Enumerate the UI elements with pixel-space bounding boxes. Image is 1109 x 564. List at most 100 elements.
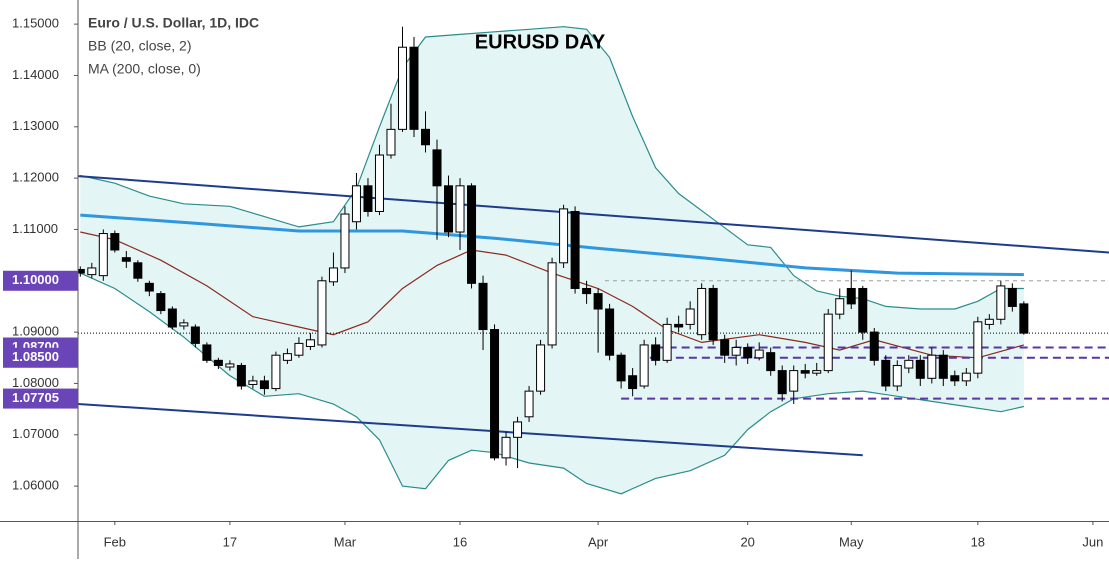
candle-body bbox=[846, 287, 856, 305]
candle-body bbox=[213, 359, 223, 366]
x-tick-label: 17 bbox=[223, 534, 237, 549]
candle-body bbox=[777, 370, 787, 395]
candle-body bbox=[282, 353, 292, 361]
y-tick-label: 1.14000 bbox=[12, 67, 59, 82]
candle-body bbox=[858, 287, 868, 333]
candle-body bbox=[628, 375, 638, 390]
candle-body bbox=[616, 354, 626, 382]
candle-body bbox=[202, 344, 212, 361]
candle-body bbox=[110, 233, 120, 251]
candle-body bbox=[582, 287, 592, 295]
symbol-label: Euro / U.S. Dollar, 1D, IDC bbox=[88, 15, 259, 31]
candle-body bbox=[179, 322, 189, 327]
candle-body bbox=[743, 347, 753, 359]
x-tick-label: 18 bbox=[971, 534, 985, 549]
candle-body bbox=[823, 313, 833, 372]
level-label: 1.10000 bbox=[12, 272, 59, 287]
candle-body bbox=[259, 380, 269, 390]
candle-body bbox=[294, 342, 304, 356]
candle-body bbox=[892, 364, 902, 387]
candle-body bbox=[720, 339, 730, 356]
trend-line bbox=[78, 402, 863, 457]
x-tick-label: Mar bbox=[334, 534, 357, 549]
x-tick-label: Apr bbox=[588, 534, 609, 549]
candle-body bbox=[835, 298, 845, 315]
candle-body bbox=[444, 185, 454, 233]
candle-body bbox=[340, 213, 350, 269]
y-tick-label: 1.06000 bbox=[12, 478, 59, 493]
candle-body bbox=[996, 285, 1006, 320]
candle-body bbox=[869, 331, 879, 361]
chart-title: EURUSD DAY bbox=[475, 31, 606, 53]
candle-body bbox=[87, 267, 97, 276]
candle-body bbox=[536, 344, 546, 392]
candle-body bbox=[984, 318, 994, 325]
candle-body bbox=[271, 354, 281, 390]
candle-body bbox=[513, 421, 523, 438]
indicator-label: MA (200, close, 0) bbox=[88, 61, 201, 77]
candle-body bbox=[421, 128, 431, 146]
candle-body bbox=[236, 364, 246, 387]
y-tick-label: 1.09000 bbox=[12, 324, 59, 339]
candle-body bbox=[432, 149, 442, 187]
candle-body bbox=[374, 154, 384, 212]
candle-body bbox=[685, 308, 695, 325]
candle-body bbox=[225, 363, 235, 368]
candle-body bbox=[467, 185, 477, 284]
level-label: 1.07705 bbox=[12, 390, 59, 405]
candle-body bbox=[904, 359, 914, 369]
y-tick-label: 1.11000 bbox=[12, 221, 58, 236]
candle-body bbox=[708, 287, 718, 341]
candle-body bbox=[1007, 287, 1017, 307]
candle-body bbox=[547, 262, 557, 346]
level-box bbox=[3, 347, 78, 368]
candle-body bbox=[950, 375, 960, 382]
plot-area bbox=[78, 26, 1109, 495]
candle-body bbox=[961, 372, 971, 382]
candle-body bbox=[605, 308, 615, 356]
x-tick-label: Jun bbox=[1082, 534, 1103, 549]
candle-body bbox=[121, 257, 131, 262]
candle-body bbox=[351, 185, 361, 223]
candle-body bbox=[478, 282, 488, 331]
candle-body bbox=[133, 262, 143, 279]
level-box bbox=[3, 270, 78, 291]
x-tick-label: 16 bbox=[453, 534, 467, 549]
candle-body bbox=[328, 267, 338, 283]
candle-body bbox=[248, 380, 258, 385]
candle-body bbox=[409, 46, 419, 130]
candle-body bbox=[927, 354, 937, 379]
indicator-label: BB (20, close, 2) bbox=[88, 38, 192, 54]
candle-body bbox=[167, 308, 177, 328]
y-tick-label: 1.13000 bbox=[12, 118, 59, 133]
candle-body bbox=[881, 359, 891, 387]
candle-body bbox=[754, 349, 764, 359]
candle-body bbox=[789, 370, 799, 392]
candle-body bbox=[593, 293, 603, 310]
candle-body bbox=[524, 390, 534, 418]
candle-body bbox=[639, 344, 649, 387]
candle-body bbox=[800, 370, 810, 374]
candle-body bbox=[78, 268, 85, 274]
candle-body bbox=[570, 210, 580, 289]
y-tick-label: 1.08000 bbox=[12, 375, 59, 390]
candle-body bbox=[156, 293, 166, 312]
candle-body bbox=[363, 185, 373, 212]
candle-body bbox=[915, 359, 925, 379]
x-tick-label: May bbox=[839, 534, 864, 549]
level-label: 1.08500 bbox=[12, 349, 59, 364]
candle-body bbox=[386, 128, 396, 156]
candle-body bbox=[501, 436, 511, 459]
level-box bbox=[3, 388, 78, 409]
candle-body bbox=[697, 287, 707, 336]
candle-body bbox=[674, 323, 684, 328]
bb-upper-line bbox=[80, 26, 1024, 310]
x-tick-label: Feb bbox=[104, 534, 126, 549]
candle-body bbox=[662, 323, 672, 361]
candle-body bbox=[490, 329, 500, 459]
candle-body bbox=[455, 185, 465, 233]
candle-body bbox=[559, 208, 569, 264]
y-tick-label: 1.07000 bbox=[12, 426, 59, 441]
candle-body bbox=[651, 344, 661, 361]
